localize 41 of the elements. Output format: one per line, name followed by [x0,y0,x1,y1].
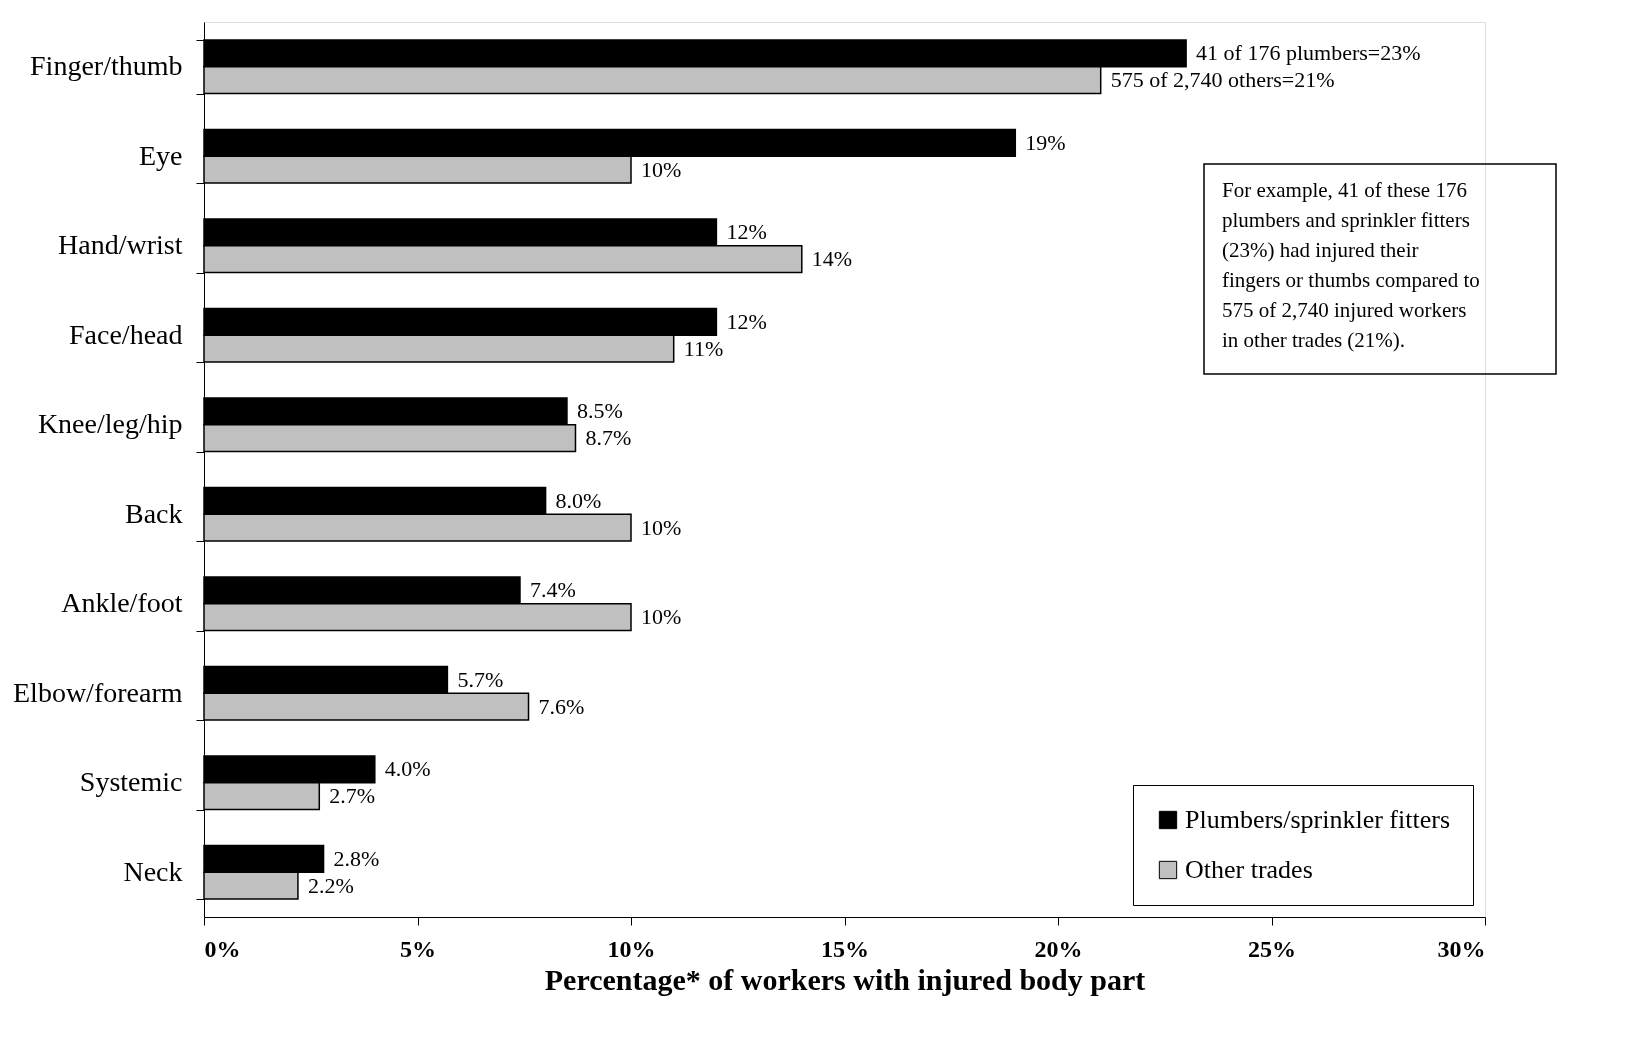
x-tick-label: 30% [1437,935,1486,962]
data-label: 14% [811,246,853,272]
y-tick-label: Elbow/forearm [13,676,183,708]
x-axis-title: Percentage* of workers with injured body part [544,962,1146,996]
data-label: 10% [641,514,682,540]
y-tick-label: Face/head [69,318,183,350]
y-tick-label: Finger/thumb [30,50,183,82]
legend-label: Other trades [1185,855,1313,884]
x-tick-label: 20% [1034,935,1083,962]
data-label: 2.7% [329,783,376,809]
y-tick-label: Back [124,497,183,529]
data-label: 11% [683,335,724,361]
x-tick-label: 15% [821,935,869,962]
y-tick-label: Hand/wrist [58,229,183,261]
data-label: 2.2% [307,872,354,898]
x-tick-label: 0% [204,935,241,962]
legend-label: Plumbers/sprinkler fitters [1185,805,1451,834]
data-label: 8.5% [576,398,623,424]
data-label: 41 of 176 plumbers=23% [1196,40,1421,66]
data-label: 7.4% [529,577,576,603]
data-label: 12% [726,308,767,334]
y-tick-label: Neck [123,855,183,887]
annotation: For example, 41 of these 176 plumbers and sprinkler fitters (23%) had injured their fingers or thumbs compared to 575 of 2,740 injured workers in other trades (21%). [1222,178,1480,352]
data-label: 10% [641,156,682,182]
x-tick-label: 5% [400,935,436,962]
data-label: 575 of 2,740 others=21% [1110,67,1335,93]
x-tick-label: 25% [1248,935,1296,962]
data-label: 7.6% [538,693,585,719]
x-tick-label: 10% [607,935,656,962]
y-tick-label: Ankle/foot [61,587,183,619]
data-label: 2.8% [333,845,380,871]
y-tick-label: Knee/leg/hip [37,408,183,440]
data-label: 19% [1025,129,1066,155]
data-label: 10% [641,604,682,630]
data-label: 12% [726,219,767,245]
data-label: 8.7% [585,425,632,451]
data-label: 5.7% [457,666,504,692]
data-label: 8.0% [555,487,602,513]
data-label: 4.0% [384,756,431,782]
y-tick-label: Systemic [79,766,183,798]
y-tick-label: Eye [138,139,183,171]
